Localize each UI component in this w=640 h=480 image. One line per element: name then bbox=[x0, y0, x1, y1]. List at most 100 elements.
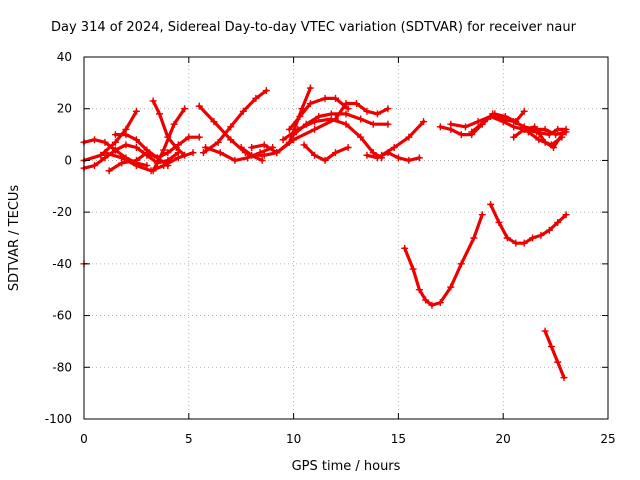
data-point bbox=[239, 107, 247, 115]
data-point bbox=[327, 110, 335, 118]
data-point bbox=[369, 149, 377, 157]
data-point bbox=[541, 125, 549, 133]
data-point bbox=[512, 118, 520, 126]
data-point bbox=[155, 110, 163, 118]
data-point bbox=[248, 151, 256, 159]
data-point bbox=[461, 123, 469, 131]
series-line bbox=[197, 104, 264, 162]
data-point bbox=[529, 234, 537, 242]
data-point bbox=[378, 151, 386, 159]
ticks: 0 5 10 15 20 25 -100 -80 -60 -40 -20 0 20 40 bbox=[45, 50, 616, 446]
data-point bbox=[210, 118, 218, 126]
data-point bbox=[342, 110, 350, 118]
data-point bbox=[457, 260, 465, 268]
y-tick-label: -80 bbox=[52, 360, 72, 374]
data-point bbox=[384, 120, 392, 128]
y-tick-label: 40 bbox=[57, 50, 72, 64]
series-s10 bbox=[199, 87, 270, 157]
data-point bbox=[132, 162, 140, 170]
data-point bbox=[531, 123, 539, 131]
data-point bbox=[478, 211, 486, 219]
data-point bbox=[560, 374, 568, 382]
data-point bbox=[199, 149, 207, 157]
data-point bbox=[405, 133, 413, 141]
data-point bbox=[495, 218, 503, 226]
data-point bbox=[503, 234, 511, 242]
data-point bbox=[524, 128, 532, 136]
data-point bbox=[436, 123, 444, 131]
series-layer bbox=[80, 84, 570, 382]
data-point bbox=[214, 138, 222, 146]
chart-title: Day 314 of 2024, Sidereal Day-to-day VTE… bbox=[51, 20, 577, 35]
data-point bbox=[547, 141, 555, 149]
y-tick-label: -40 bbox=[52, 257, 72, 271]
data-point bbox=[315, 112, 323, 120]
data-point bbox=[306, 84, 314, 92]
data-point bbox=[363, 151, 371, 159]
data-point bbox=[373, 110, 381, 118]
data-point bbox=[554, 218, 562, 226]
series-s17 bbox=[300, 141, 352, 164]
data-point bbox=[216, 149, 224, 157]
data-point bbox=[260, 141, 268, 149]
data-point bbox=[369, 120, 377, 128]
data-point bbox=[252, 94, 260, 102]
data-point bbox=[285, 125, 293, 133]
data-point bbox=[149, 97, 157, 105]
data-point bbox=[422, 296, 430, 304]
data-point bbox=[243, 154, 251, 162]
series-s20 bbox=[401, 211, 486, 309]
series-line bbox=[292, 112, 390, 137]
data-point bbox=[558, 133, 566, 141]
series-s7 bbox=[149, 97, 189, 159]
series-s8 bbox=[149, 105, 189, 175]
data-point bbox=[311, 125, 319, 133]
data-point bbox=[363, 107, 371, 115]
series-s16 bbox=[290, 110, 392, 139]
data-point bbox=[415, 286, 423, 294]
data-point bbox=[149, 167, 157, 175]
data-point bbox=[174, 154, 182, 162]
series-line bbox=[380, 119, 426, 157]
data-point bbox=[390, 144, 398, 151]
x-tick-label: 15 bbox=[391, 432, 406, 446]
data-point bbox=[90, 162, 98, 170]
x-tick-label: 0 bbox=[80, 432, 88, 446]
data-point bbox=[248, 144, 256, 151]
data-point bbox=[296, 112, 304, 120]
data-point bbox=[306, 100, 314, 108]
data-point bbox=[428, 301, 436, 309]
data-point bbox=[227, 123, 235, 131]
series-s23 bbox=[468, 107, 528, 136]
data-point bbox=[160, 162, 168, 170]
data-point bbox=[373, 154, 381, 162]
data-point bbox=[332, 94, 340, 102]
series-s25 bbox=[524, 128, 566, 149]
data-point bbox=[189, 149, 197, 157]
data-point bbox=[470, 234, 478, 242]
y-tick-label: -20 bbox=[52, 205, 72, 219]
data-point bbox=[510, 123, 518, 131]
data-point bbox=[300, 141, 308, 149]
series-line bbox=[151, 99, 187, 157]
y-tick-label: 20 bbox=[57, 102, 72, 116]
data-point bbox=[111, 131, 119, 139]
y-tick-label: 0 bbox=[64, 153, 72, 167]
data-point bbox=[111, 146, 119, 154]
x-axis-title: GPS time / hours bbox=[292, 459, 401, 474]
data-point bbox=[480, 118, 488, 126]
data-point bbox=[510, 133, 518, 141]
data-point bbox=[545, 226, 553, 234]
data-point bbox=[520, 125, 528, 133]
series-line bbox=[543, 329, 566, 380]
data-point bbox=[491, 110, 499, 118]
data-point bbox=[321, 94, 329, 102]
data-point bbox=[132, 107, 140, 115]
data-point bbox=[436, 299, 444, 307]
data-point bbox=[499, 118, 507, 126]
series-line bbox=[201, 88, 268, 155]
data-point bbox=[164, 149, 172, 157]
series-line bbox=[489, 202, 568, 245]
data-point bbox=[332, 149, 340, 157]
